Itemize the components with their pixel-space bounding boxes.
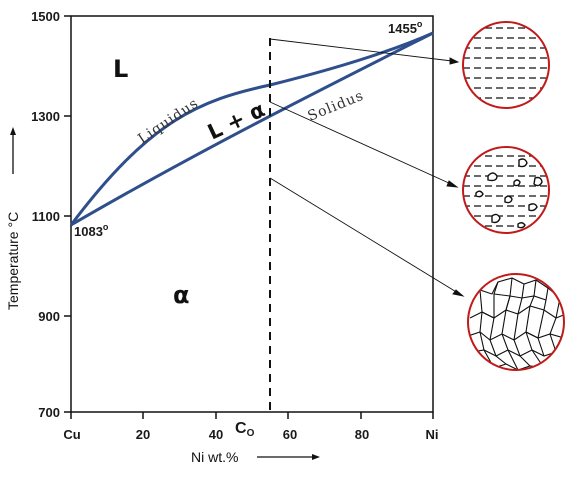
micrograph-two-phase <box>462 146 550 234</box>
leader-arrows <box>269 38 465 297</box>
x-tick-80: 80 <box>355 427 369 442</box>
y-tick-1500: 1500 <box>31 9 60 24</box>
y-tick-1300: 1300 <box>31 109 60 124</box>
cu-melting-point: 1083o <box>74 222 109 239</box>
liquid-phase-label: L <box>113 55 128 83</box>
x-tick-ni: Ni <box>426 427 439 442</box>
micrograph-solid <box>467 273 565 371</box>
ni-melting-point: 1455o <box>388 19 423 36</box>
y-axis-arrow <box>10 127 16 174</box>
micrograph-liquid <box>462 21 550 109</box>
cu-degree-mark: o <box>103 222 109 232</box>
solidus-curve <box>70 31 434 227</box>
two-phase-label: L + α <box>204 97 269 144</box>
y-axis-title: Temperature °C <box>5 212 21 310</box>
x-tick-20: 20 <box>136 427 150 442</box>
composition-label: CO <box>235 420 255 439</box>
y-tick-1100: 1100 <box>32 209 60 224</box>
cu-melting-value: 1083 <box>74 224 103 239</box>
ni-melting-value: 1455 <box>388 21 417 36</box>
solid-phase-label: α <box>173 281 190 309</box>
x-axis-title: Ni wt.% <box>191 449 238 465</box>
composition-symbol: C <box>235 420 247 437</box>
composition-subscript: O <box>247 428 255 439</box>
x-axis-ticks <box>70 412 434 419</box>
x-axis-arrow <box>257 454 320 460</box>
x-tick-cu: Cu <box>63 427 80 442</box>
liquidus-label: Liquidus <box>135 95 201 147</box>
y-tick-900: 900 <box>38 309 60 324</box>
plot-frame <box>70 15 434 413</box>
x-tick-60: 60 <box>283 427 297 442</box>
ni-degree-mark: o <box>417 19 423 29</box>
y-axis-ticks <box>64 15 71 413</box>
x-tick-40: 40 <box>209 427 223 442</box>
y-tick-700: 700 <box>38 405 60 420</box>
